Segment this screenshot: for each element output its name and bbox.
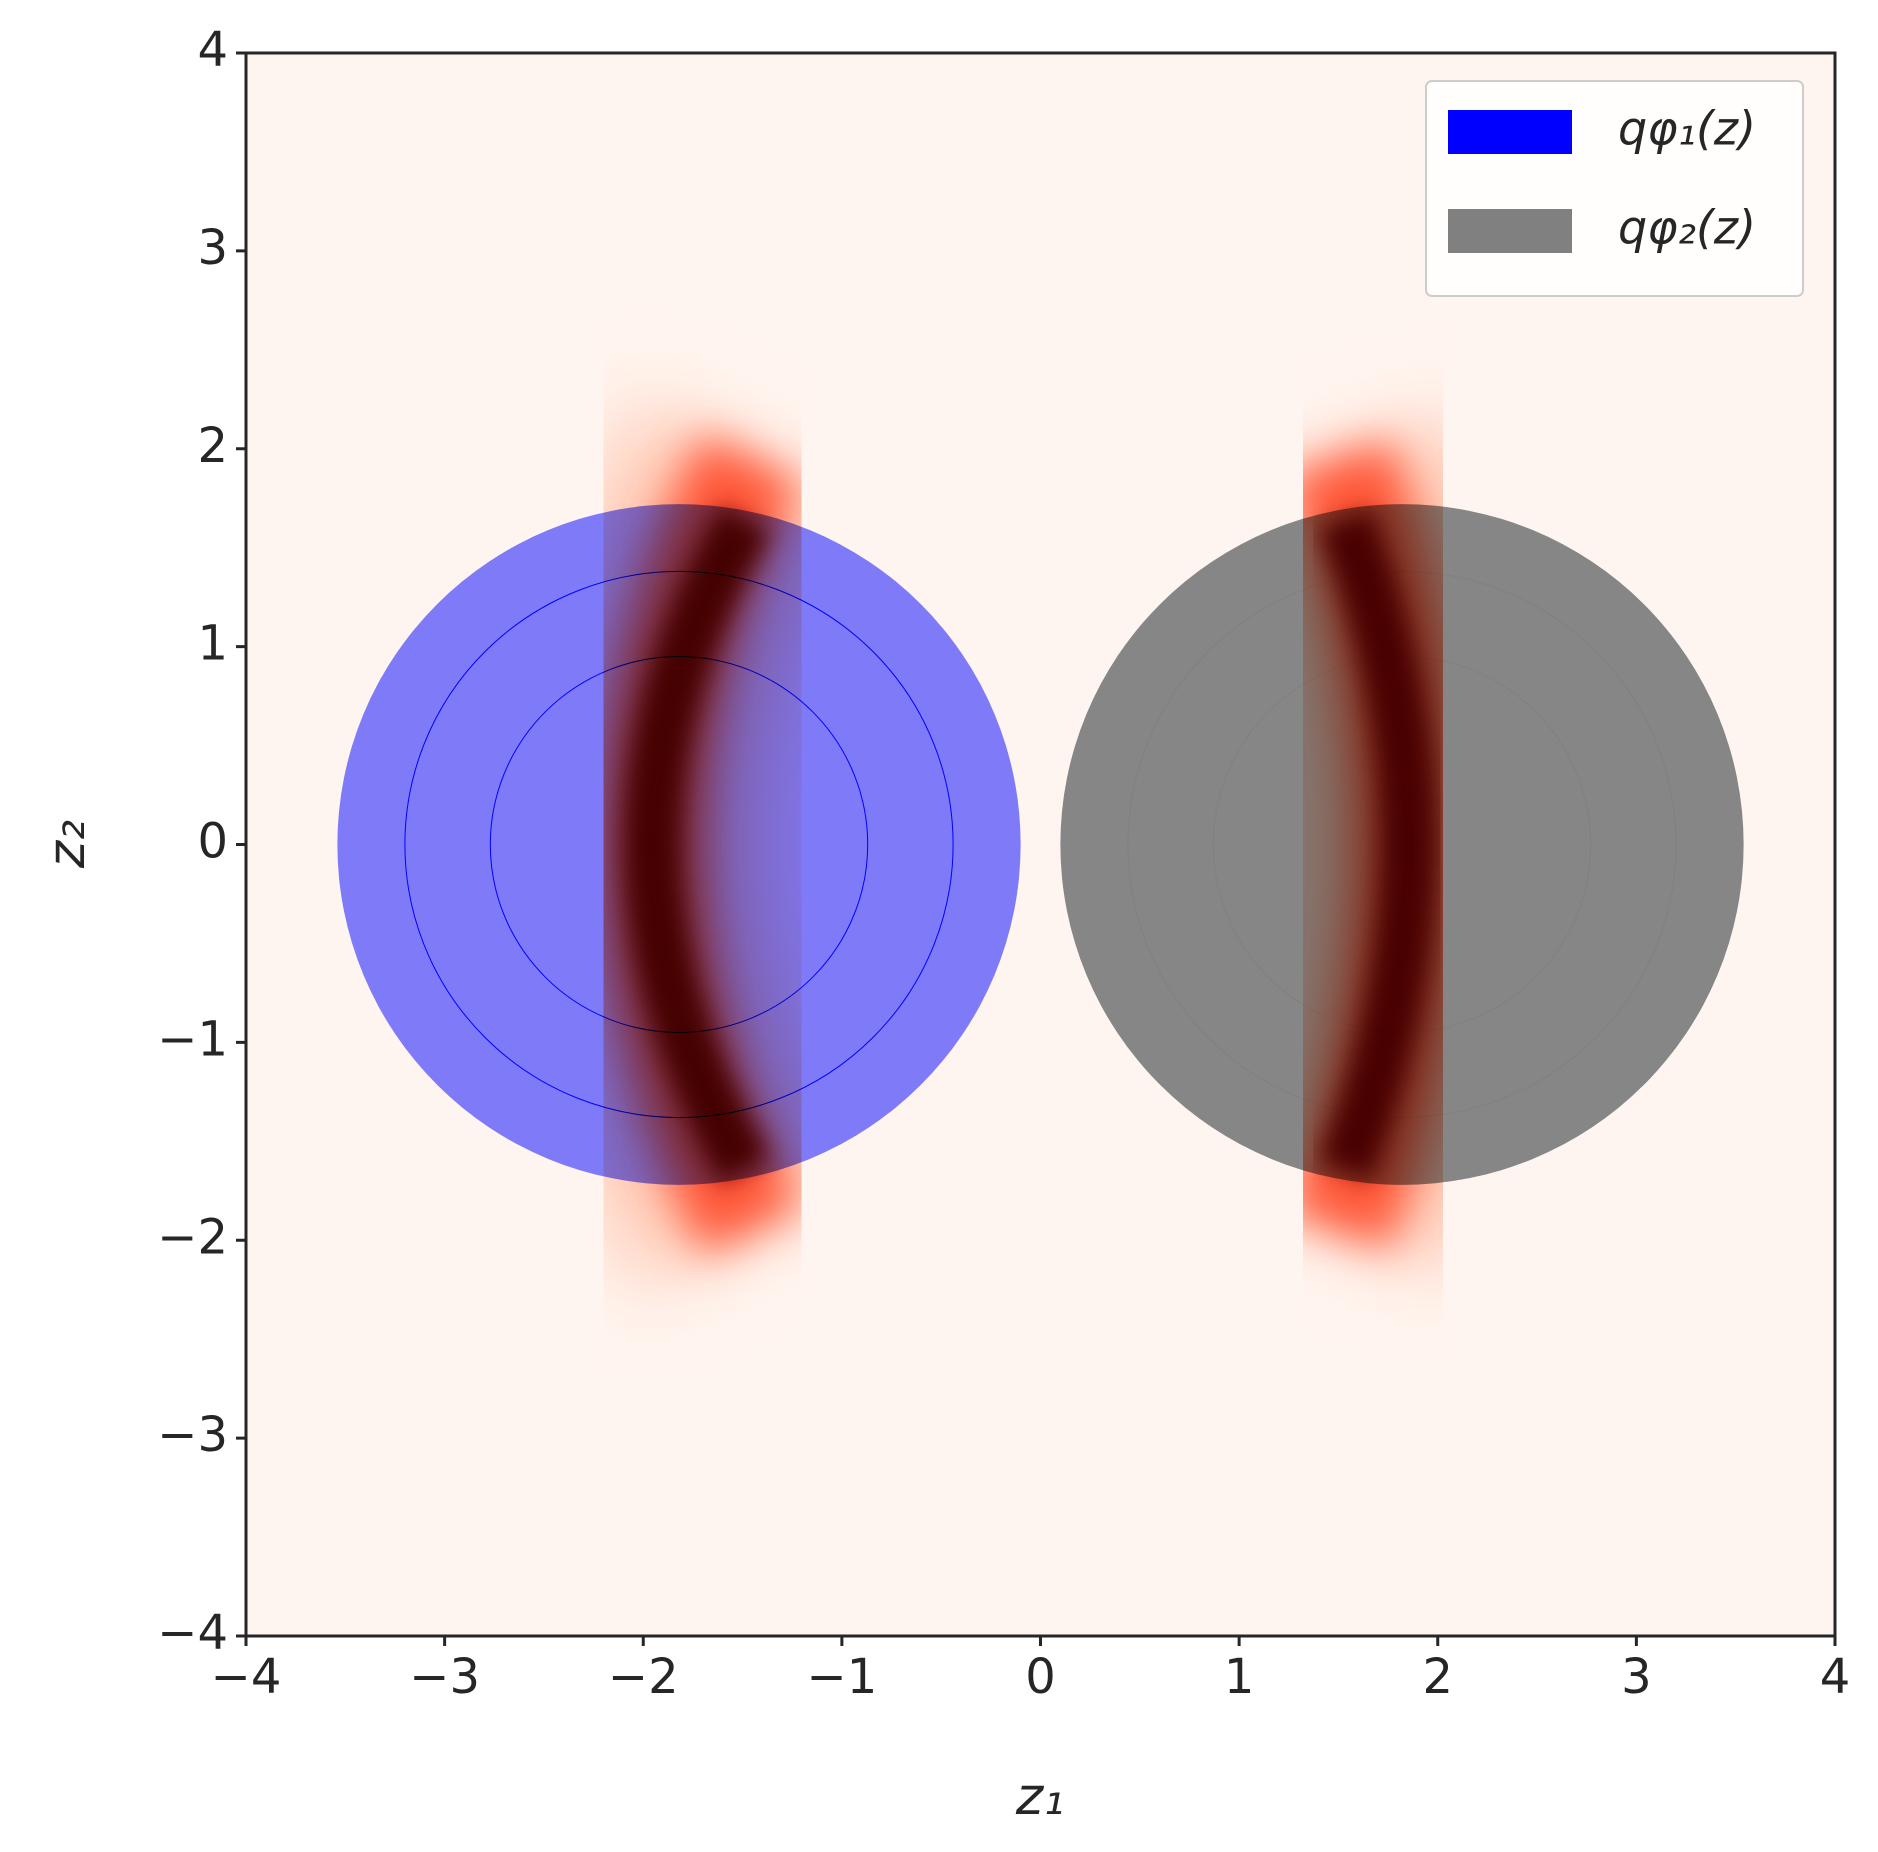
y-tick-label: −1: [157, 1011, 228, 1067]
legend: qφ₁(z) qφ₂(z): [1425, 80, 1804, 297]
y-tick-label: 2: [197, 418, 228, 474]
x-tick-label: 0: [1025, 1649, 1056, 1705]
y-tick-label: −2: [157, 1209, 228, 1265]
density-core: [1319, 509, 1436, 1180]
x-tick-label: 4: [1820, 1649, 1851, 1705]
y-axis-label: z₂: [37, 820, 97, 869]
x-tick-label: 3: [1621, 1649, 1652, 1705]
y-tick-label: 3: [197, 220, 228, 276]
y-tick-label: −3: [157, 1407, 228, 1463]
y-tick-label: 4: [197, 22, 228, 78]
y-tick-label: 1: [197, 616, 228, 672]
y-tick-label: 0: [197, 814, 228, 870]
x-tick-label: −1: [806, 1649, 877, 1705]
x-tick-label: 2: [1422, 1649, 1453, 1705]
y-tick-label: −4: [157, 1605, 228, 1661]
x-tick-label: 1: [1224, 1649, 1255, 1705]
x-tick-label: −3: [409, 1649, 480, 1705]
legend-label: qφ₂(z): [1618, 201, 1756, 255]
x-axis-label: z₁: [1015, 1767, 1064, 1827]
x-tick-label: −2: [608, 1649, 679, 1705]
density: [523, 399, 1538, 1290]
density-core: [625, 506, 769, 1184]
legend-label: qφ₁(z): [1618, 102, 1756, 156]
x-tick-label: −4: [211, 1649, 282, 1705]
legend-swatch: [1448, 209, 1572, 253]
legend-swatch: [1448, 110, 1572, 154]
